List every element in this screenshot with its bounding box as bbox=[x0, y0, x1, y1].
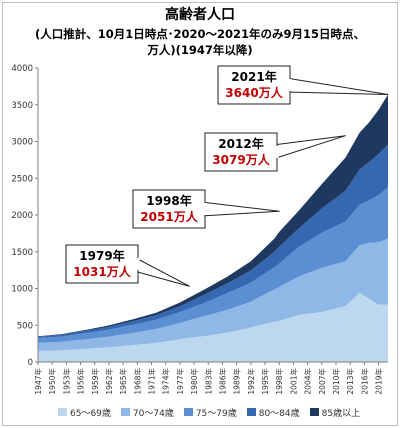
annotation-box bbox=[204, 132, 278, 172]
x-tick-label: 1962年 bbox=[104, 368, 114, 395]
chart-subtitle-line-2: 万人)(1947年以降) bbox=[147, 43, 253, 57]
x-tick-label: 2004年 bbox=[303, 368, 313, 395]
legend-swatch bbox=[58, 408, 67, 416]
legend-label: 70～74歳 bbox=[132, 408, 174, 419]
legend-item-4: 85歳以上 bbox=[309, 406, 361, 419]
x-tick-label: 1947年 bbox=[33, 368, 43, 395]
legend-swatch bbox=[120, 408, 130, 416]
legend-label: 75～79歳 bbox=[195, 408, 237, 419]
x-tick-label: 1980年 bbox=[189, 368, 199, 395]
x-tick-label: 2013年 bbox=[345, 368, 355, 395]
annotation-year: 2012年 bbox=[218, 136, 263, 151]
legend-item-0: 65～69歳 bbox=[58, 406, 111, 419]
x-tick-label: 1974年 bbox=[161, 368, 171, 395]
annotation-year: 2021年 bbox=[231, 69, 276, 84]
x-tick-label: 1989年 bbox=[232, 368, 242, 395]
x-tick-label: 1953年 bbox=[61, 368, 71, 395]
y-tick-label: 1000 bbox=[11, 285, 33, 295]
x-tick-label: 2001年 bbox=[288, 368, 298, 395]
x-tick-label: 1968年 bbox=[132, 368, 142, 395]
area-series-1 bbox=[38, 238, 388, 351]
annotation-value: 3640万人 bbox=[225, 85, 283, 100]
annotation-pointer bbox=[285, 77, 389, 95]
annotation-box bbox=[65, 244, 139, 284]
legend-item-3: 80～84歳 bbox=[246, 406, 300, 419]
area-series-0 bbox=[38, 292, 388, 362]
annotation-pointer bbox=[133, 256, 190, 287]
annotation-value: 1031万人 bbox=[73, 264, 131, 279]
x-tick-label: 1986年 bbox=[217, 368, 227, 395]
x-tick-label: 2016年 bbox=[359, 368, 369, 395]
legend-label: 85歳以上 bbox=[321, 408, 361, 419]
annotation-pointer bbox=[200, 201, 280, 217]
chart-title: 高齢者人口 bbox=[165, 7, 235, 23]
x-tick-label: 2019年 bbox=[374, 368, 384, 395]
annotation-year: 1979年 bbox=[79, 248, 124, 263]
legend-swatch bbox=[246, 408, 256, 416]
x-tick-label: 1971年 bbox=[147, 368, 157, 395]
legend-item-1: 70～74歳 bbox=[120, 406, 174, 419]
legend-item-2: 75～79歳 bbox=[183, 406, 237, 419]
chart-subtitle-line-1: (人口推計、10月1日時点･2020～2021年のみ9月15日時点、 bbox=[34, 27, 366, 41]
x-tick-label: 1956年 bbox=[76, 368, 86, 395]
annotation-box bbox=[217, 65, 291, 105]
legend-label: 65～69歳 bbox=[70, 408, 111, 419]
y-tick-label: 2000 bbox=[11, 211, 33, 221]
annotation-box bbox=[132, 189, 206, 229]
y-tick-label: 2500 bbox=[11, 174, 33, 184]
annotation-year: 1998年 bbox=[146, 193, 191, 208]
legend-label: 80～84歳 bbox=[258, 408, 300, 419]
x-tick-label: 2007年 bbox=[317, 368, 327, 395]
y-tick-label: 500 bbox=[17, 321, 33, 331]
legend-swatch bbox=[309, 408, 319, 416]
x-tick-label: 1983年 bbox=[203, 368, 213, 395]
x-tick-label: 1965年 bbox=[118, 368, 128, 395]
chart-legend: 65～69歳 70～74歳 75～79歳 80～84歳 85歳以上 bbox=[58, 405, 360, 419]
y-tick-label: 4000 bbox=[11, 64, 33, 74]
y-tick-label: 1500 bbox=[11, 248, 33, 258]
y-tick-label: 3500 bbox=[11, 101, 33, 111]
x-tick-label: 1950年 bbox=[47, 368, 57, 395]
annotation-pointer bbox=[272, 135, 346, 160]
legend-swatch bbox=[183, 408, 193, 416]
annotation-value: 2051万人 bbox=[140, 209, 198, 224]
area-series-2 bbox=[38, 187, 388, 343]
x-tick-label: 1992年 bbox=[246, 368, 256, 395]
y-tick-label: 3000 bbox=[11, 138, 33, 148]
x-tick-label: 1959年 bbox=[90, 368, 100, 395]
x-tick-label: 2010年 bbox=[331, 368, 341, 395]
y-tick-label: 0 bbox=[28, 358, 33, 368]
x-tick-label: 1977年 bbox=[175, 368, 185, 395]
x-tick-label: 1995年 bbox=[260, 368, 270, 395]
area-series-4 bbox=[38, 94, 388, 337]
x-tick-label: 1998年 bbox=[274, 368, 284, 395]
annotation-value: 3079万人 bbox=[212, 152, 270, 167]
